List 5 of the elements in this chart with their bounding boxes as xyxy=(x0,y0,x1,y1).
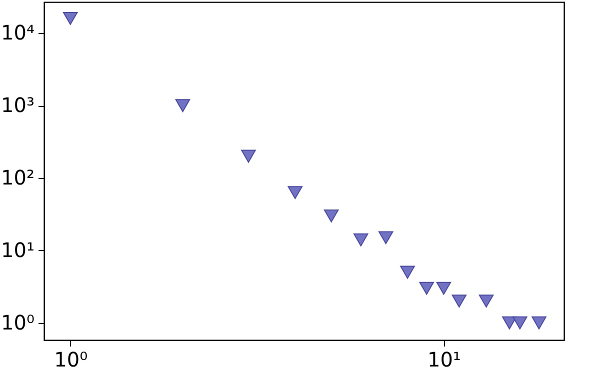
y-tick-label: 10² xyxy=(1,166,34,190)
y-tick-label: 10¹ xyxy=(1,238,34,262)
y-tick-label: 10³ xyxy=(1,93,34,118)
y-tick-label: 10⁴ xyxy=(1,20,34,45)
y-tick-label: 10⁰ xyxy=(1,310,34,334)
